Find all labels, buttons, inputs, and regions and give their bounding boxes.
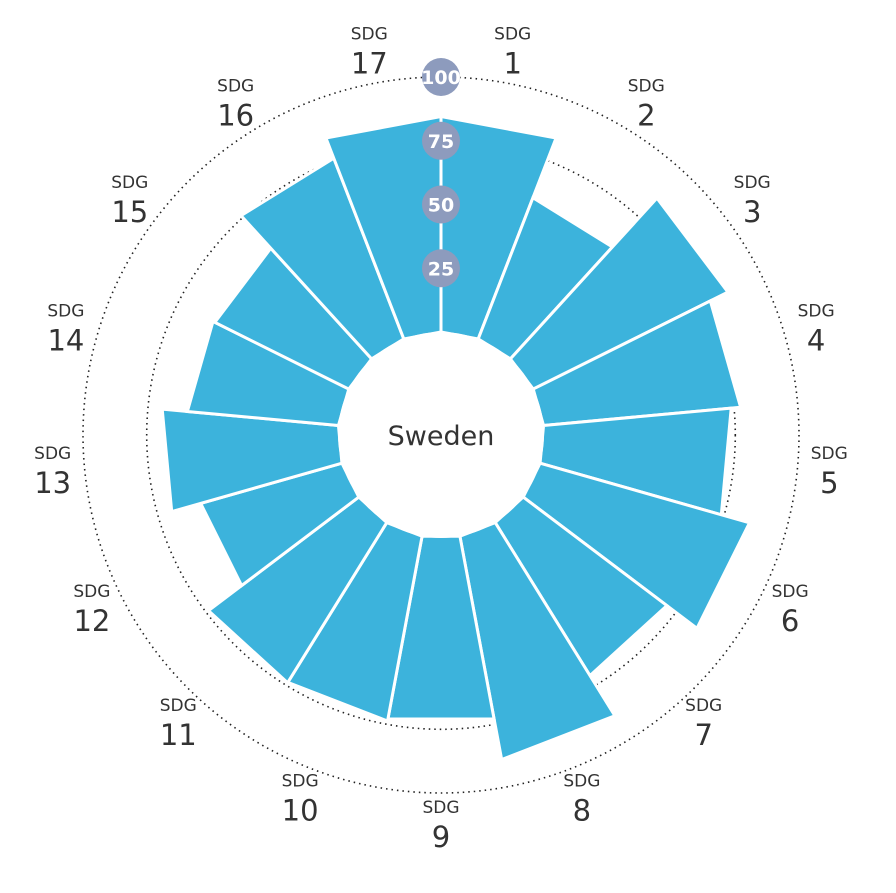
category-labels: SDG1SDG2SDG3SDG4SDG5SDG6SDG7SDG8SDG9SDG1… bbox=[34, 25, 848, 854]
ring-badge-75 bbox=[422, 121, 460, 160]
label-prefix: SDG bbox=[685, 696, 722, 716]
label-number: 17 bbox=[351, 47, 388, 81]
label-prefix: SDG bbox=[351, 25, 388, 45]
label-number: 6 bbox=[781, 604, 799, 638]
label-number: 10 bbox=[282, 794, 319, 828]
bars-group bbox=[160, 114, 752, 762]
label-number: 14 bbox=[47, 323, 84, 357]
label-prefix: SDG bbox=[563, 772, 600, 792]
ring-tick-label-75: 75 bbox=[428, 131, 454, 153]
label-prefix: SDG bbox=[494, 25, 531, 45]
label-prefix: SDG bbox=[422, 798, 459, 818]
country-label: Sweden bbox=[388, 421, 495, 452]
label-number: 11 bbox=[160, 718, 197, 752]
label-number: 15 bbox=[111, 195, 148, 229]
label-prefix: SDG bbox=[34, 444, 71, 464]
ring-tick-label-50: 50 bbox=[428, 195, 454, 217]
label-number: 2 bbox=[637, 98, 655, 132]
label-number: 4 bbox=[807, 323, 825, 357]
ring-badge-25 bbox=[422, 249, 460, 288]
label-number: 12 bbox=[73, 604, 110, 638]
center-hole bbox=[338, 332, 544, 538]
ring-badge-50 bbox=[422, 185, 460, 224]
label-number: 8 bbox=[573, 794, 591, 828]
label-prefix: SDG bbox=[798, 301, 835, 321]
label-number: 5 bbox=[820, 466, 838, 500]
ring-badge-100 bbox=[422, 58, 460, 96]
label-prefix: SDG bbox=[73, 582, 110, 602]
ring-tick-badges: 25 50 75 100 bbox=[421, 58, 461, 332]
label-prefix: SDG bbox=[47, 301, 84, 321]
label-prefix: SDG bbox=[734, 173, 771, 193]
label-prefix: SDG bbox=[628, 76, 665, 96]
label-prefix: SDG bbox=[282, 772, 319, 792]
label-prefix: SDG bbox=[160, 696, 197, 716]
grid-ring-100 bbox=[82, 76, 800, 794]
label-number: 3 bbox=[743, 195, 761, 229]
label-number: 9 bbox=[432, 820, 450, 854]
label-prefix: SDG bbox=[811, 444, 848, 464]
label-number: 1 bbox=[503, 47, 521, 81]
label-number: 7 bbox=[694, 718, 712, 752]
center-label: Sweden bbox=[338, 332, 544, 538]
label-prefix: SDG bbox=[217, 76, 254, 96]
label-number: 13 bbox=[34, 466, 71, 500]
label-prefix: SDG bbox=[111, 173, 148, 193]
label-prefix: SDG bbox=[772, 582, 809, 602]
label-number: 16 bbox=[217, 98, 254, 132]
ring-tick-label-100: 100 bbox=[421, 67, 461, 89]
ring-tick-label-25: 25 bbox=[428, 258, 454, 280]
